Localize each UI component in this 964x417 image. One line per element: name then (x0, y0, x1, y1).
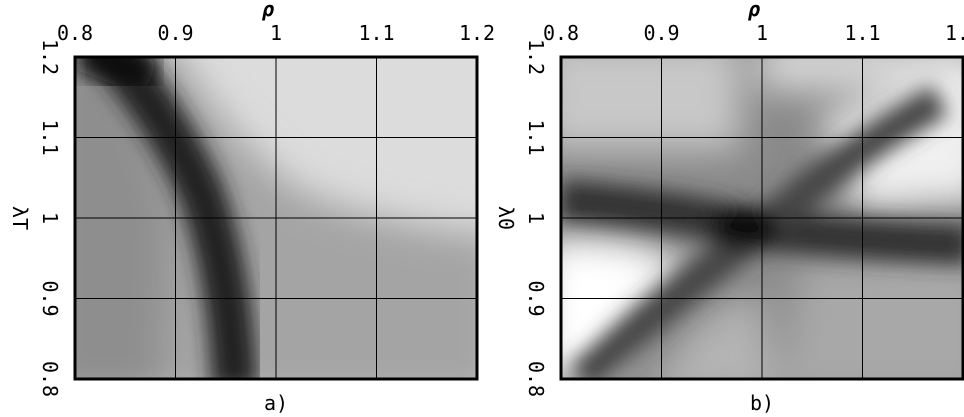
y-tick-label: 1 (38, 212, 62, 224)
y-tick-label: 0.8 (38, 361, 62, 397)
y-tick-label: 1.1 (38, 119, 62, 155)
x-axis-label: ρ (261, 0, 275, 21)
plot-frame (73, 55, 479, 381)
y-tick-label: 1.2 (38, 39, 62, 75)
x-tick-label: 1.1 (358, 21, 394, 45)
x-tick-label: 1 (756, 21, 768, 45)
heatmap-b-shading (561, 57, 963, 379)
y-tick-label: 1.1 (524, 119, 548, 155)
y-tick-label: 0.9 (524, 280, 548, 316)
y-axis-label: λ0 (494, 206, 518, 230)
x-tick-label: 1.2 (945, 21, 964, 45)
caption: b) (750, 391, 774, 415)
caption: a) (264, 391, 288, 415)
x-tick-label: 0.8 (543, 21, 579, 45)
x-tick-label: 1 (270, 21, 282, 45)
y-tick-label: 0.8 (524, 361, 548, 397)
x-tick-label: 1.1 (844, 21, 880, 45)
x-tick-label: 0.9 (157, 21, 193, 45)
y-tick-label: 1.2 (524, 39, 548, 75)
x-axis-label: ρ (747, 0, 761, 21)
heatmap-a-shading (75, 57, 477, 379)
y-axis-label: λT (8, 206, 32, 230)
y-tick-label: 1 (524, 212, 548, 224)
x-tick-label: 1.2 (459, 21, 495, 45)
y-tick-label: 0.9 (38, 280, 62, 316)
x-tick-label: 0.9 (643, 21, 679, 45)
x-tick-label: 0.8 (57, 21, 93, 45)
plot-frame (559, 55, 964, 381)
